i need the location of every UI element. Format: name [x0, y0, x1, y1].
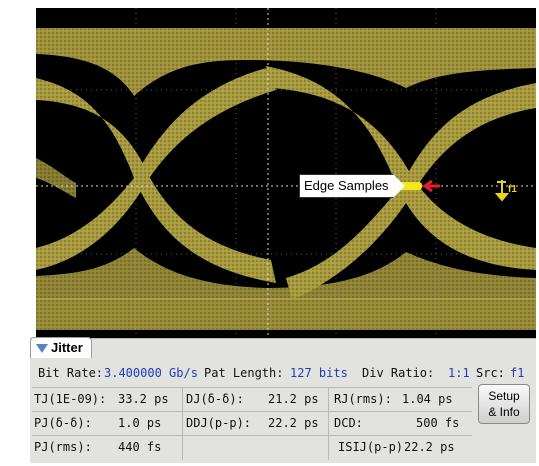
- edge-samples-callout: Edge Samples: [299, 174, 405, 198]
- dcd-label: DCD:: [334, 416, 363, 430]
- eye-diagram-display: f1: [36, 8, 536, 338]
- eye-right-crossing-falling: [266, 66, 536, 270]
- column-divider: [328, 388, 329, 460]
- dj-label: DJ(δ-δ):: [186, 392, 244, 406]
- bit-rate-value[interactable]: 3.400000 Gb/s: [104, 366, 198, 380]
- setup-info-button[interactable]: Setup & Info: [478, 384, 530, 424]
- jitter-tab-label: Jitter: [51, 340, 83, 355]
- jitter-panel: [30, 338, 536, 463]
- jitter-tab[interactable]: Jitter: [30, 337, 92, 358]
- level-marker-icon: [494, 180, 510, 202]
- rj-value: 1.04 ps: [402, 392, 453, 406]
- ddj-label: DDJ(p-p):: [186, 416, 252, 430]
- edge-samples-arrow-right: [422, 179, 440, 193]
- eye-left-edge-trace: [36, 158, 76, 198]
- graticule-center: [36, 8, 536, 338]
- pat-length-label: Pat Length:: [204, 366, 284, 380]
- tj-value: 33.2 ps: [118, 392, 169, 406]
- rj-label: RJ(rms):: [334, 392, 392, 406]
- column-divider: [182, 388, 183, 460]
- isij-value: 22.2 ps: [404, 440, 455, 454]
- pj-value: 1.0 ps: [118, 416, 162, 430]
- graticule: [36, 8, 536, 338]
- level-marker-label: f1: [508, 184, 517, 195]
- eye-top-rail: [36, 28, 536, 96]
- eye-left-crossing-rising: [36, 68, 276, 270]
- pj-rms-value: 440 fs: [118, 440, 162, 454]
- row-divider: [32, 387, 472, 388]
- collapse-triangle-icon[interactable]: [36, 344, 48, 353]
- tj-label: TJ(1E-09):: [34, 392, 107, 406]
- pj-label: PJ(δ-δ):: [34, 416, 92, 430]
- div-ratio-value[interactable]: 1:1: [448, 366, 470, 380]
- setup-button-line1: Setup: [488, 389, 520, 403]
- row-divider: [32, 435, 472, 436]
- dcd-value: 500 fs: [416, 416, 460, 430]
- dj-value: 21.2 ps: [268, 392, 319, 406]
- div-ratio-label: Div Ratio:: [362, 366, 435, 380]
- setup-button-line2: & Info: [488, 405, 520, 419]
- src-label: Src:: [476, 366, 505, 380]
- eye-bottom-rail: [36, 298, 536, 330]
- eye-bottom-rail-upper: [36, 248, 536, 300]
- eye-left-crossing-falling: [36, 78, 276, 283]
- row-divider: [32, 411, 472, 412]
- ddj-value: 22.2 ps: [268, 416, 319, 430]
- bit-rate-label: Bit Rate:: [38, 366, 104, 380]
- pat-length-value[interactable]: 127 bits: [290, 366, 348, 380]
- jitter-settings-line: Bit Rate: 3.400000 Gb/s Pat Length: 127 …: [32, 366, 524, 384]
- isij-label: ISIJ(p-p): [338, 440, 404, 454]
- edge-samples-label: Edge Samples: [304, 178, 389, 193]
- eye-diagram-plot: f1: [36, 8, 536, 338]
- src-value[interactable]: f1: [510, 366, 525, 380]
- pj-rms-label: PJ(rms):: [34, 440, 92, 454]
